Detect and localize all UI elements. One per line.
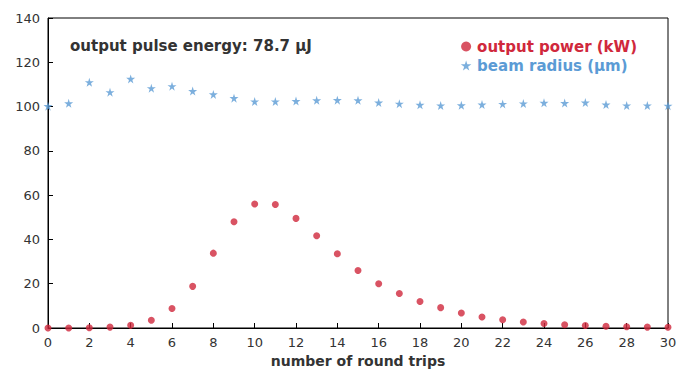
svg-text:0: 0 [44, 335, 52, 350]
svg-text:140: 140 [15, 11, 40, 26]
svg-text:22: 22 [494, 335, 511, 350]
svg-text:40: 40 [23, 232, 40, 247]
svg-text:60: 60 [23, 188, 40, 203]
svg-text:16: 16 [370, 335, 387, 350]
svg-text:4: 4 [127, 335, 135, 350]
svg-text:120: 120 [15, 55, 40, 70]
svg-text:26: 26 [577, 335, 594, 350]
svg-text:2: 2 [85, 335, 93, 350]
svg-text:beam radius (µm): beam radius (µm) [477, 57, 628, 75]
svg-text:30: 30 [660, 335, 677, 350]
svg-text:10: 10 [246, 335, 263, 350]
svg-text:output power (kW): output power (kW) [477, 38, 637, 56]
svg-text:100: 100 [15, 99, 40, 114]
svg-text:14: 14 [329, 335, 346, 350]
svg-text:output pulse energy: 78.7 µJ: output pulse energy: 78.7 µJ [70, 37, 312, 55]
svg-text:18: 18 [412, 335, 429, 350]
svg-text:24: 24 [536, 335, 553, 350]
svg-text:8: 8 [209, 335, 217, 350]
svg-text:20: 20 [453, 335, 470, 350]
svg-text:12: 12 [288, 335, 305, 350]
svg-text:0: 0 [32, 321, 40, 336]
svg-text:6: 6 [168, 335, 176, 350]
svg-text:80: 80 [23, 143, 40, 158]
svg-text:20: 20 [23, 276, 40, 291]
svg-text:28: 28 [618, 335, 635, 350]
svg-text:number of round trips: number of round trips [271, 353, 446, 369]
